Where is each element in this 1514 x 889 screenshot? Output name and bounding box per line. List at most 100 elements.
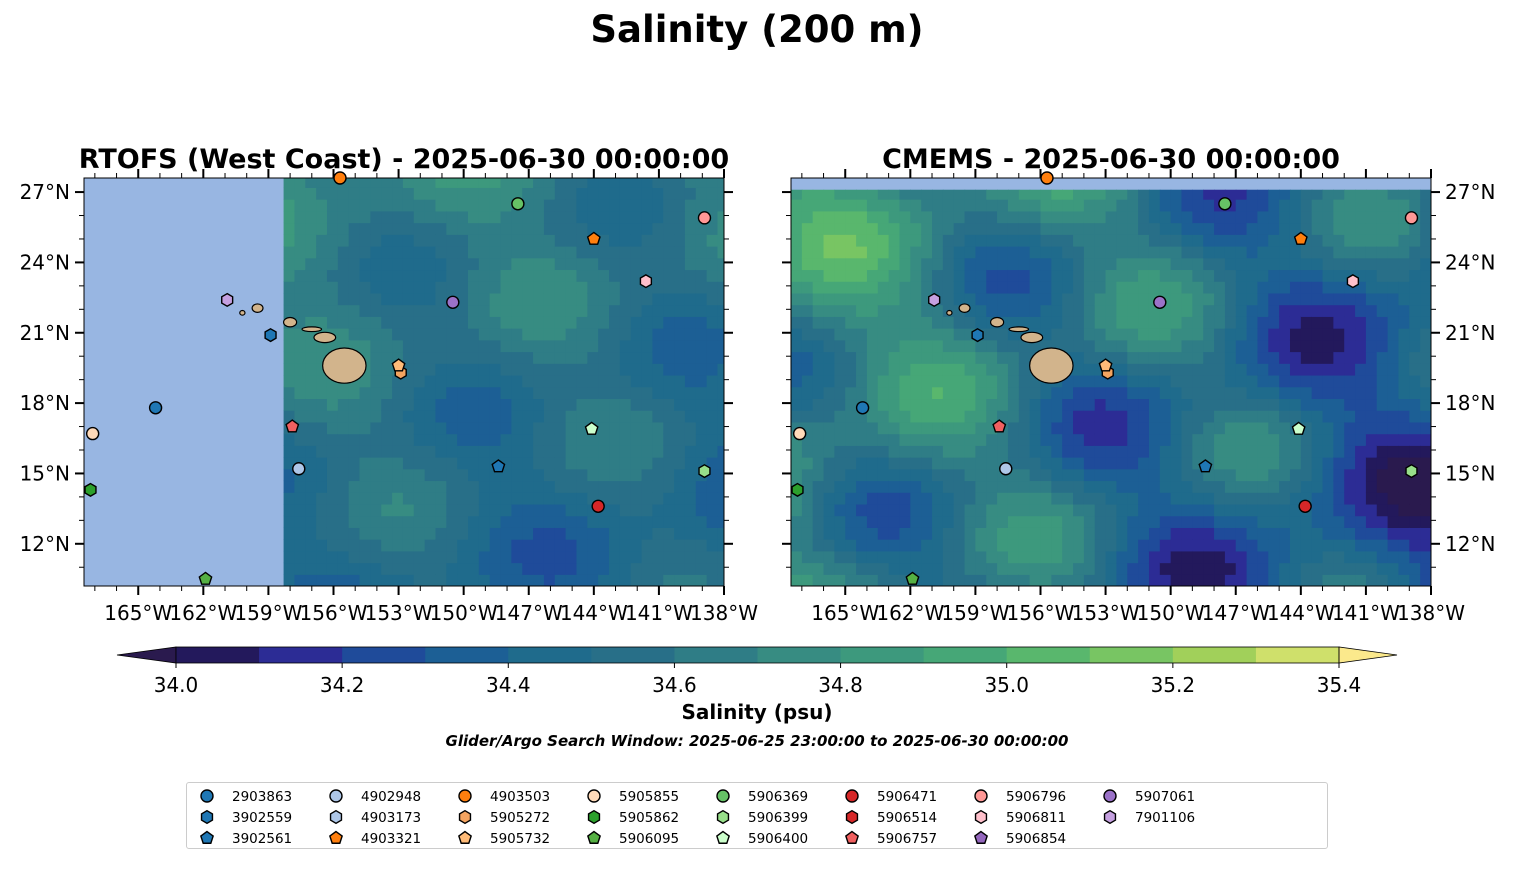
salinity-cell <box>294 445 306 458</box>
salinity-cell <box>684 410 697 423</box>
salinity-cell <box>1257 328 1269 341</box>
salinity-cell <box>866 292 879 306</box>
salinity-cell <box>1365 316 1378 329</box>
salinity-cell <box>316 178 328 188</box>
salinity-cell <box>964 281 977 294</box>
salinity-cell <box>392 351 404 364</box>
salinity-cell <box>478 269 491 282</box>
salinity-cell <box>609 503 621 517</box>
legend-item: 3902561 <box>200 830 292 847</box>
legend-item: 5905272 <box>458 809 550 826</box>
salinity-cell <box>1170 234 1183 247</box>
salinity-cell <box>348 281 361 294</box>
salinity-cell <box>554 363 567 376</box>
salinity-cell <box>791 189 803 200</box>
salinity-cell <box>554 187 567 200</box>
salinity-cell <box>381 445 393 458</box>
salinity-cell <box>1268 257 1280 271</box>
salinity-cell <box>1073 515 1085 528</box>
salinity-cell <box>1376 398 1389 411</box>
salinity-cell <box>619 539 632 552</box>
salinity-cell <box>1203 468 1215 482</box>
legend-hexagon-icon <box>587 809 601 825</box>
salinity-cell <box>1257 468 1269 482</box>
salinity-cell <box>402 562 415 575</box>
salinity-cell <box>489 410 502 423</box>
salinity-cell <box>1192 257 1204 271</box>
salinity-cell <box>1387 457 1400 470</box>
salinity-cell <box>1257 189 1269 200</box>
salinity-cell <box>641 222 654 235</box>
salinity-cell <box>402 246 415 259</box>
salinity-cell <box>489 187 502 200</box>
salinity-cell <box>899 234 911 247</box>
salinity-cell <box>565 178 578 188</box>
salinity-cell <box>598 210 610 224</box>
salinity-cell <box>674 562 686 575</box>
salinity-cell <box>1365 189 1378 200</box>
salinity-cell <box>964 339 977 353</box>
salinity-cell <box>1420 539 1431 552</box>
salinity-cell <box>964 550 977 564</box>
salinity-cell <box>598 257 610 271</box>
salinity-cell <box>953 304 966 317</box>
salinity-cell <box>964 503 977 517</box>
salinity-cell <box>402 178 415 188</box>
salinity-cell <box>791 386 803 400</box>
salinity-cell <box>823 316 835 329</box>
salinity-cell <box>1018 339 1031 353</box>
salinity-cell <box>283 492 296 505</box>
axes-frame <box>83 177 725 587</box>
salinity-cell <box>1279 445 1291 458</box>
salinity-cell <box>1257 457 1269 470</box>
salinity-cell <box>554 281 567 294</box>
salinity-cell <box>1094 292 1107 306</box>
salinity-cell <box>997 257 1009 271</box>
salinity-cell <box>1073 281 1085 294</box>
salinity-cell <box>1181 410 1193 423</box>
salinity-cell <box>1040 339 1052 353</box>
salinity-cell <box>1181 386 1193 400</box>
salinity-cell <box>1257 234 1269 247</box>
salinity-cell <box>706 269 719 282</box>
salinity-cell <box>663 492 675 505</box>
float-5905732-pentagon-icon <box>391 358 406 372</box>
salinity-cell <box>457 374 469 388</box>
salinity-cell <box>402 281 415 294</box>
salinity-cell <box>652 562 664 575</box>
salinity-cell <box>953 398 966 411</box>
salinity-cell <box>576 410 588 423</box>
salinity-cell <box>1289 457 1302 470</box>
salinity-cell <box>1083 374 1096 388</box>
salinity-cell <box>1214 222 1226 235</box>
salinity-cell <box>1159 457 1172 470</box>
salinity-cell <box>533 398 545 411</box>
salinity-cell <box>942 374 955 388</box>
salinity-cell <box>1322 304 1334 317</box>
salinity-cell <box>1311 351 1324 364</box>
salinity-cell <box>1018 410 1031 423</box>
salinity-cell <box>1159 351 1172 364</box>
salinity-cell <box>1257 386 1269 400</box>
salinity-cell <box>717 269 724 282</box>
salinity-cell <box>1051 398 1063 411</box>
salinity-cell <box>392 410 404 423</box>
salinity-cell <box>1365 269 1378 282</box>
salinity-cell <box>1398 246 1410 259</box>
salinity-cell <box>1148 328 1161 341</box>
salinity-cell <box>619 210 632 224</box>
salinity-cell <box>1235 351 1248 364</box>
salinity-cell <box>674 210 686 224</box>
salinity-cell <box>953 210 966 224</box>
salinity-cell <box>942 562 955 575</box>
salinity-cell <box>402 515 415 528</box>
salinity-cell <box>684 178 697 188</box>
salinity-cell <box>986 410 998 423</box>
salinity-cell <box>511 269 523 282</box>
salinity-cell <box>1159 199 1172 212</box>
salinity-cell <box>457 246 469 259</box>
salinity-cell <box>986 386 998 400</box>
salinity-cell <box>932 562 944 575</box>
salinity-cell <box>801 468 814 482</box>
salinity-cell <box>348 398 361 411</box>
